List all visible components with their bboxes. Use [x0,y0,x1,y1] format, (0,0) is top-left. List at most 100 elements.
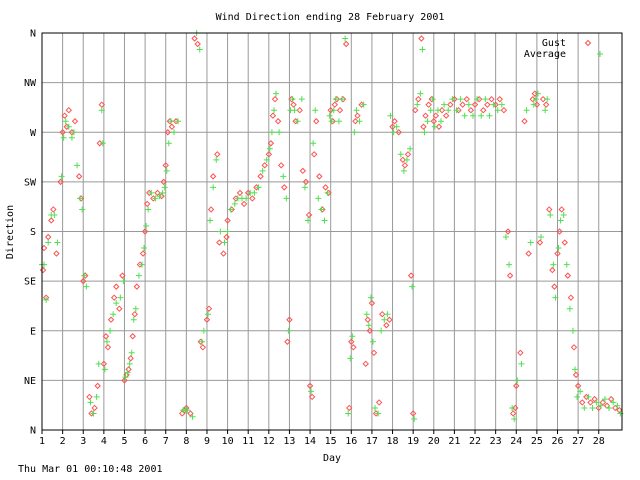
average-point [365,322,372,329]
gust-point [100,360,108,368]
average-point [429,96,436,103]
x-tick-label: 10 [222,436,234,447]
gust-point [370,349,378,357]
gust-point [551,283,558,290]
average-point [335,118,342,125]
average-point [321,217,328,224]
gust-point [316,173,323,180]
gust-point [389,123,396,130]
average-point [217,228,224,235]
average-point [163,167,170,174]
x-tick-label: 11 [242,436,254,447]
gust-point [488,95,495,103]
gust-point [271,95,279,103]
average-point [77,195,84,202]
x-tick-label: 14 [304,436,316,447]
x-tick-label: 26 [551,436,563,447]
average-series [39,30,624,422]
average-point [449,96,456,103]
gust-point [325,189,332,197]
average-point [224,228,231,235]
average-point [213,156,220,163]
gust-point [430,118,437,125]
x-tick-label: 7 [163,436,169,447]
gust-point [354,112,361,119]
x-tick-label: 19 [407,436,419,447]
x-tick-label: 6 [142,436,148,447]
average-point [68,134,75,141]
gust-point [542,101,550,108]
gust-point [404,151,412,158]
average-point [557,217,564,224]
gust-point [331,101,339,108]
average-point [135,272,142,279]
average-point [411,415,418,422]
gust-point [420,123,427,130]
average-point [324,189,331,196]
average-point [70,129,77,136]
average-point [518,360,525,367]
average-point [381,316,388,323]
y-tick-label: N [30,29,36,40]
average-point [263,156,270,163]
average-point [207,217,214,224]
average-point [572,366,579,373]
average-point [393,123,400,130]
gust-point [116,305,123,312]
gust-point [480,106,487,114]
y-tick-label: SW [24,177,37,188]
average-point [547,211,554,218]
gust-point [75,173,83,180]
average-point [550,261,557,268]
average-point [589,404,596,411]
gust-point [327,106,334,114]
average-point [93,393,100,400]
average-point [251,189,258,196]
gust-point [546,206,553,213]
gust-point [249,195,256,202]
average-point [184,407,191,414]
gust-point [59,129,66,136]
x-tick-label: 4 [101,436,107,447]
gust-point [296,106,303,114]
average-point [101,366,108,373]
gust-point [536,239,544,246]
x-tick-label: 12 [263,436,275,447]
average-point [120,278,127,285]
average-point [87,399,94,406]
gust-point [141,228,149,235]
gust-point [96,140,103,147]
gust-point [164,129,171,136]
average-point [200,327,207,334]
gust-point [160,178,167,186]
gust-point [44,233,52,241]
average-point [403,156,410,163]
average-point [566,305,573,312]
gust-point [310,151,318,158]
average-point [280,173,287,180]
gust-point [267,140,275,147]
gust-point [224,217,231,224]
average-point [167,118,174,125]
average-point [152,195,159,202]
average-point [349,333,356,340]
average-point [445,107,452,114]
average-point [490,101,497,108]
gust-point [362,360,369,368]
average-point [538,234,545,241]
gust-point [587,399,594,406]
gust-point [107,316,115,323]
average-point [330,107,337,114]
gust-point [352,118,359,125]
gust-point [207,206,215,213]
x-tick-label: 13 [283,436,295,447]
gust-point [395,129,402,136]
x-tick-label: 23 [490,436,502,447]
average-point [113,300,120,307]
gust-point [39,266,47,274]
gust-point [549,266,556,274]
gust-point [386,316,393,323]
average-point [107,327,114,334]
gust-point [399,156,407,164]
average-point [502,234,509,241]
